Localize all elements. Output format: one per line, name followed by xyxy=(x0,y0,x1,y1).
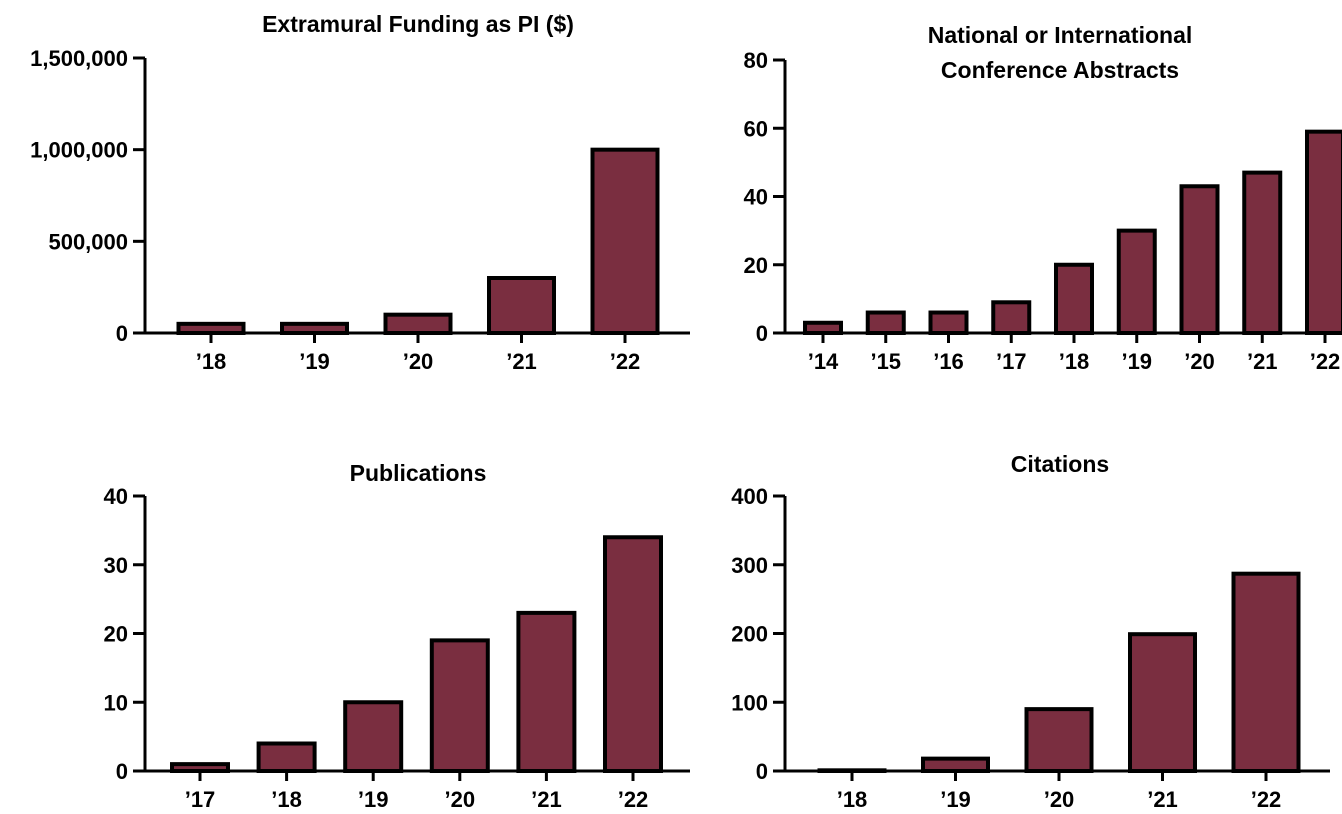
x-tick-label: ’22 xyxy=(610,349,641,374)
x-tick-label: ’16 xyxy=(933,349,964,374)
x-tick-label: ’19 xyxy=(358,787,389,812)
x-tick-label: ’19 xyxy=(940,787,971,812)
bar xyxy=(516,610,577,773)
y-tick-label: 0 xyxy=(116,321,128,346)
x-tick-label: ’19 xyxy=(299,349,330,374)
x-tick-label: ’22 xyxy=(1310,349,1341,374)
y-tick-label: 500,000 xyxy=(48,229,128,254)
chart-title: Conference Abstracts xyxy=(941,57,1179,83)
y-tick-label: 40 xyxy=(104,484,128,509)
bar xyxy=(256,741,317,773)
y-tick-label: 100 xyxy=(731,690,768,715)
y-tick-label: 200 xyxy=(731,622,768,647)
y-tick-label: 20 xyxy=(744,253,768,278)
bar xyxy=(343,700,404,773)
y-tick-label: 30 xyxy=(104,553,128,578)
bar xyxy=(865,310,906,335)
y-tick-label: 1,500,000 xyxy=(30,46,128,71)
chart-extramural-funding: Extramural Funding as PI ($) 0 500,000 1,00… xyxy=(30,11,690,374)
bar xyxy=(383,312,453,335)
bar xyxy=(603,535,663,773)
bar xyxy=(487,276,556,335)
x-tick-label: ’18 xyxy=(271,787,302,812)
y-tick-label: 10 xyxy=(104,690,128,715)
x-tick-label: ’19 xyxy=(1121,349,1152,374)
x-tick-label: ’15 xyxy=(870,349,901,374)
chart-title: Extramural Funding as PI ($) xyxy=(262,11,574,37)
x-tick-label: ’17 xyxy=(996,349,1027,374)
chart-conference-abstracts: National or International Conference Abst… xyxy=(744,22,1342,374)
bar xyxy=(1231,571,1301,773)
chart-title: National or International xyxy=(928,22,1193,48)
x-tick-label: ’20 xyxy=(1044,787,1075,812)
y-tick-label: 0 xyxy=(116,759,128,784)
bar xyxy=(1242,170,1283,335)
y-tick-label: 0 xyxy=(756,321,768,346)
bar xyxy=(1128,632,1197,773)
x-tick-label: ’20 xyxy=(403,349,434,374)
chart-title: Publications xyxy=(350,460,487,486)
y-tick-label: 1,000,000 xyxy=(30,138,128,163)
y-tick-label: 400 xyxy=(731,484,768,509)
chart-title: Citations xyxy=(1011,451,1109,477)
bar xyxy=(1024,707,1094,773)
x-tick-label: ’21 xyxy=(1147,787,1178,812)
y-tick-label: 80 xyxy=(744,48,768,73)
x-tick-label: ’22 xyxy=(1251,787,1282,812)
bar xyxy=(1179,184,1220,335)
bar xyxy=(590,147,660,335)
x-tick-label: ’17 xyxy=(185,787,216,812)
bar xyxy=(991,300,1032,336)
bar xyxy=(1305,129,1342,335)
bar xyxy=(921,756,990,773)
y-tick-label: 20 xyxy=(104,622,128,647)
x-tick-label: ’18 xyxy=(196,349,227,374)
chart-publications: Publications 0 10 20 30 40 ’17 ’18 ’19 ’20 ’21 ’22 xyxy=(104,460,690,812)
bar xyxy=(1054,262,1094,335)
x-tick-label: ’20 xyxy=(445,787,476,812)
bar xyxy=(928,310,969,335)
x-tick-label: ’20 xyxy=(1184,349,1215,374)
x-tick-label: ’21 xyxy=(1247,349,1278,374)
y-tick-label: 300 xyxy=(731,553,768,578)
x-tick-label: ’18 xyxy=(1059,349,1090,374)
x-tick-label: ’14 xyxy=(808,349,839,374)
x-tick-label: ’18 xyxy=(837,787,868,812)
y-tick-label: 0 xyxy=(756,759,768,784)
x-tick-label: ’21 xyxy=(531,787,562,812)
y-tick-label: 40 xyxy=(744,185,768,210)
x-tick-label: ’21 xyxy=(506,349,537,374)
bar xyxy=(1116,228,1157,335)
bar xyxy=(803,320,843,336)
bar xyxy=(429,638,490,773)
chart-citations: Citations 0 100 200 300 400 ’18 ’19 ’20 ’21 ’22 xyxy=(731,451,1330,812)
y-tick-label: 60 xyxy=(744,116,768,141)
x-tick-label: ’22 xyxy=(618,787,649,812)
